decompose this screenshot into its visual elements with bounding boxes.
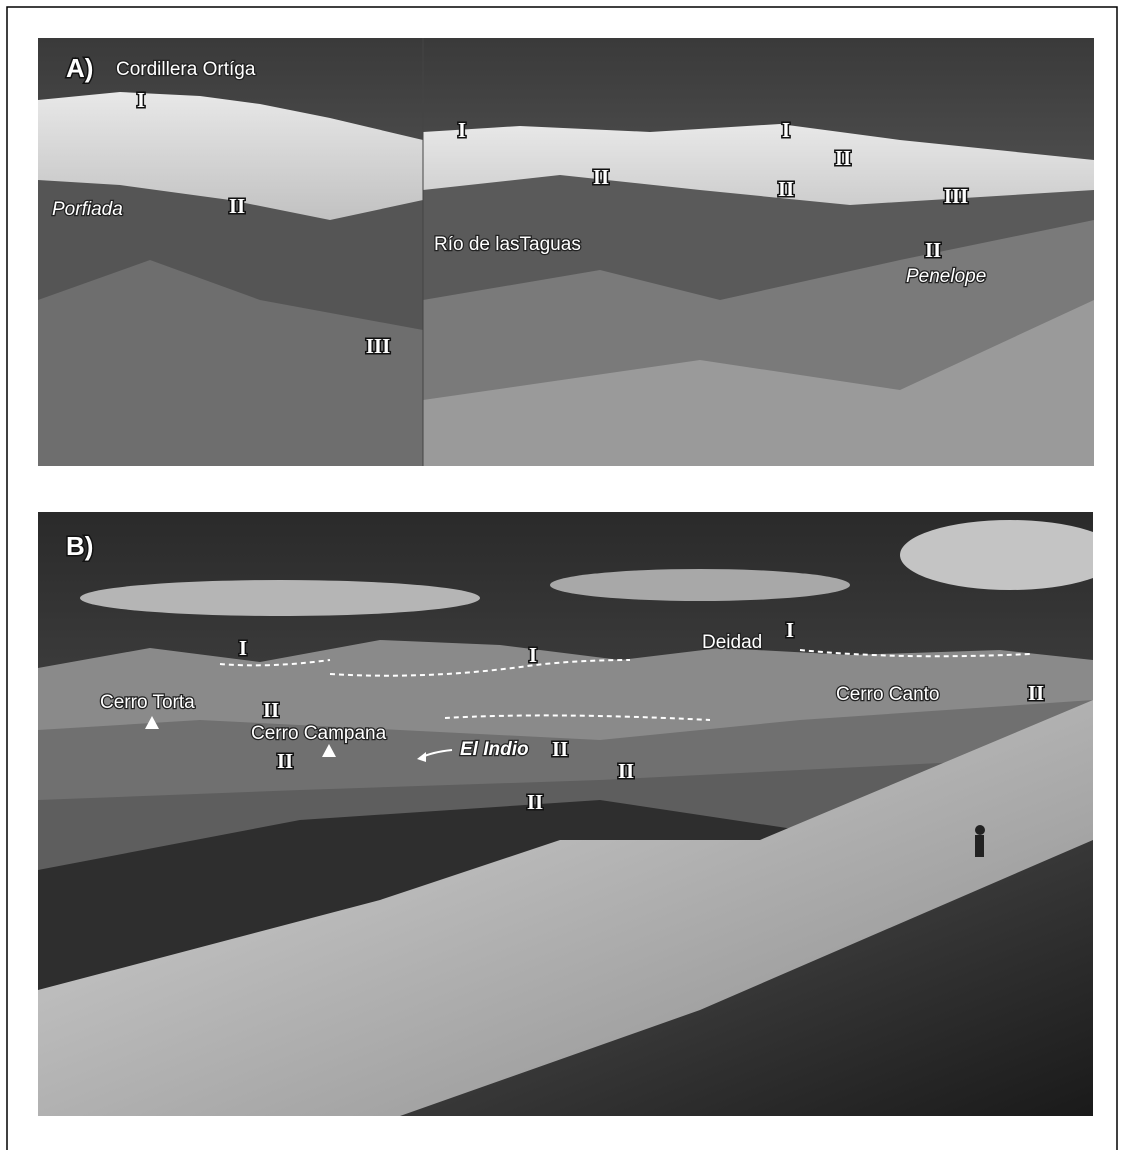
unit-label: II: [277, 749, 293, 773]
figure: A) B) Cordillera OrtígaIPorfiadaIIIIIIRí…: [0, 0, 1125, 1150]
unit-label: I: [529, 643, 537, 667]
panel-label: B): [66, 531, 93, 561]
unit-label: II: [263, 698, 279, 722]
place-label: Río de lasTaguas: [434, 234, 581, 255]
unit-label: II: [618, 759, 634, 783]
unit-label: II: [925, 238, 941, 262]
place-label: Cerro Canto: [836, 684, 940, 705]
unit-label: II: [593, 165, 609, 189]
unit-label: II: [229, 194, 245, 218]
panel-label: A): [66, 53, 93, 83]
place-label: Cerro Campana: [251, 723, 387, 744]
unit-label: II: [778, 177, 794, 201]
unit-label: II: [1028, 681, 1044, 705]
unit-label: I: [786, 618, 794, 642]
place-label: Deidad: [702, 632, 762, 653]
unit-label: III: [366, 334, 391, 358]
unit-label: II: [835, 146, 851, 170]
place-label: Cerro Torta: [100, 692, 195, 713]
unit-label: III: [944, 184, 969, 208]
photo-b: [38, 512, 1120, 1116]
place-label: El Indio: [460, 739, 529, 760]
unit-label: I: [458, 118, 466, 142]
place-label: Porfiada: [52, 199, 123, 220]
unit-label: I: [782, 118, 790, 142]
place-label: Cordillera Ortíga: [116, 59, 256, 80]
unit-label: I: [137, 88, 145, 112]
unit-label: I: [239, 636, 247, 660]
unit-label: II: [552, 737, 568, 761]
place-label: Penelope: [906, 266, 986, 287]
unit-label: II: [527, 790, 543, 814]
